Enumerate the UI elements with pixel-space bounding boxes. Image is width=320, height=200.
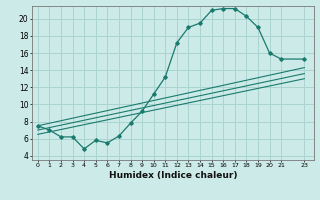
X-axis label: Humidex (Indice chaleur): Humidex (Indice chaleur) — [108, 171, 237, 180]
